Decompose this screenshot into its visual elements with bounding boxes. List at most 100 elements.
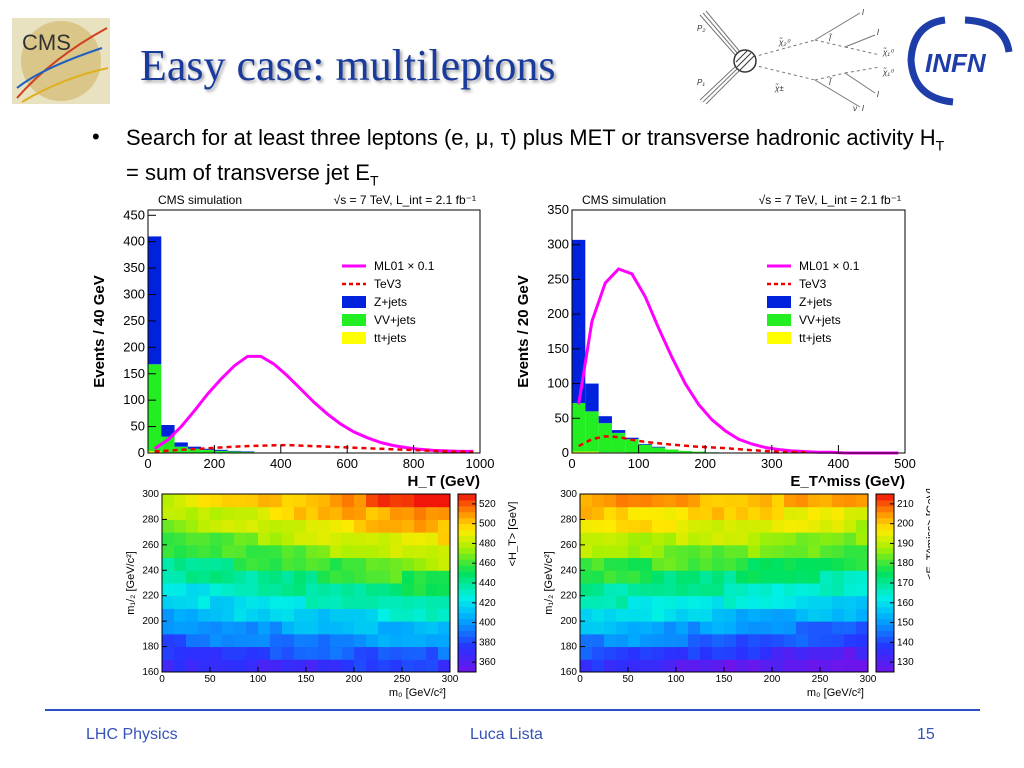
heatmap-cell <box>760 608 773 622</box>
heatmap-cell <box>222 532 235 546</box>
heatmap-cell <box>258 583 271 597</box>
heatmap-cell <box>856 659 869 673</box>
heatmap-cell <box>246 506 259 520</box>
heatmap-cell <box>162 519 175 533</box>
heatmap-cell <box>390 494 403 508</box>
met-histogram-chart: CMS simulation √s = 7 TeV, L_int = 2.1 fb… <box>515 193 916 490</box>
heatmap-cell <box>198 494 211 508</box>
histogram-bar <box>651 447 666 453</box>
heatmap-cell <box>342 595 355 609</box>
heatmap-cell <box>366 659 379 673</box>
heatmap-cell <box>390 532 403 546</box>
heatmap-cell <box>282 659 295 673</box>
histogram-bar <box>625 439 639 453</box>
infn-logo-text: INFN <box>925 48 987 78</box>
colorbar-segment <box>876 511 894 519</box>
heatmap-cell <box>186 608 199 622</box>
heatmap-cell <box>604 595 617 609</box>
heatmap-cell <box>628 659 641 673</box>
heatmap-cell <box>616 519 629 533</box>
heatmap-cell <box>832 583 845 597</box>
histogram-bar <box>201 448 215 450</box>
heatmap-cell <box>760 659 773 673</box>
colorbar-tick-label: 170 <box>897 578 914 589</box>
heatmap-cell <box>402 570 415 584</box>
heatmap-cell <box>796 659 809 673</box>
legend-swatch <box>767 332 791 344</box>
heatmap-cell <box>844 494 857 508</box>
colorbar-tick-label: 520 <box>479 499 496 510</box>
heatmap-cell <box>414 621 427 635</box>
heatmap-cell <box>652 659 665 673</box>
colorbar-segment <box>458 494 476 501</box>
colorbar-segment <box>458 517 476 525</box>
heatmap-cell <box>748 646 761 660</box>
heatmap-cell <box>736 494 749 508</box>
y-tick-label: 300 <box>560 489 577 500</box>
heatmap-cell <box>652 621 665 635</box>
heatmap-cell <box>760 583 773 597</box>
heatmap-cell <box>796 557 809 571</box>
heatmap-cell <box>210 557 223 571</box>
heatmap-cell <box>366 633 379 648</box>
heatmap-cell <box>414 659 427 673</box>
heatmap-cell <box>306 532 319 546</box>
heatmap-cell <box>688 595 701 609</box>
heatmap-cell <box>832 646 845 660</box>
heatmap-cell <box>676 621 689 635</box>
heatmap-cell <box>724 544 737 559</box>
heatmap-cell <box>616 633 629 648</box>
histogram-bar <box>651 446 666 448</box>
heatmap-cell <box>426 519 439 533</box>
heatmap-cell <box>748 659 761 673</box>
heatmap-cell <box>688 570 701 584</box>
heatmap-cell <box>592 532 605 546</box>
heatmap-cell <box>426 621 439 635</box>
heatmap-cell <box>318 608 331 622</box>
heatmap-cell <box>604 608 617 622</box>
heatmap-cell <box>198 633 211 648</box>
heatmap-cell <box>270 608 283 622</box>
heatmap-cell <box>354 646 367 660</box>
heatmap-cell <box>402 583 415 597</box>
heatmap-cell <box>664 621 677 635</box>
heatmap-cell <box>354 659 367 673</box>
heatmap-cell <box>748 595 761 609</box>
heatmap-cell <box>222 659 235 673</box>
heatmap-cell <box>736 557 749 571</box>
legend-label: ML01 × 0.1 <box>374 259 435 273</box>
heatmap-cell <box>438 646 451 660</box>
y-tick-label: 260 <box>142 540 159 551</box>
heatmap-cell <box>748 506 761 520</box>
heatmap-cell <box>378 633 391 648</box>
heatmap-cell <box>856 646 869 660</box>
heatmap-cell <box>270 544 283 559</box>
histogram-bar <box>227 451 241 453</box>
heatmap-cell <box>282 633 295 648</box>
heatmap-cell <box>580 595 593 609</box>
heatmap-cell <box>856 608 869 622</box>
y-tick-label: 200 <box>547 306 569 321</box>
heatmap-cell <box>174 621 187 635</box>
histogram-bar <box>240 451 255 452</box>
legend-label: Z+jets <box>799 295 832 309</box>
heatmap-cell <box>652 595 665 609</box>
heatmap-cell <box>628 494 641 508</box>
x-tick-label: 0 <box>568 456 575 471</box>
heatmap-cell <box>330 659 343 673</box>
heatmap-cell <box>294 544 307 559</box>
heatmap-cell <box>330 621 343 635</box>
heatmap-cell <box>808 633 821 648</box>
colorbar-tick-label: 210 <box>897 499 914 510</box>
heatmap-cell <box>652 544 665 559</box>
heatmap-cell <box>414 633 427 648</box>
x-axis-label: H_T (GeV) <box>407 473 480 490</box>
heatmap-cell <box>856 557 869 571</box>
heatmap-cell <box>378 659 391 673</box>
heatmap-cell <box>210 519 223 533</box>
heatmap-cell <box>378 544 391 559</box>
bullet-text: Search for at least three leptons (e, μ,… <box>126 124 956 195</box>
heatmap-cell <box>700 557 713 571</box>
heatmap-cell <box>820 646 833 660</box>
heatmap-cell <box>294 532 307 546</box>
